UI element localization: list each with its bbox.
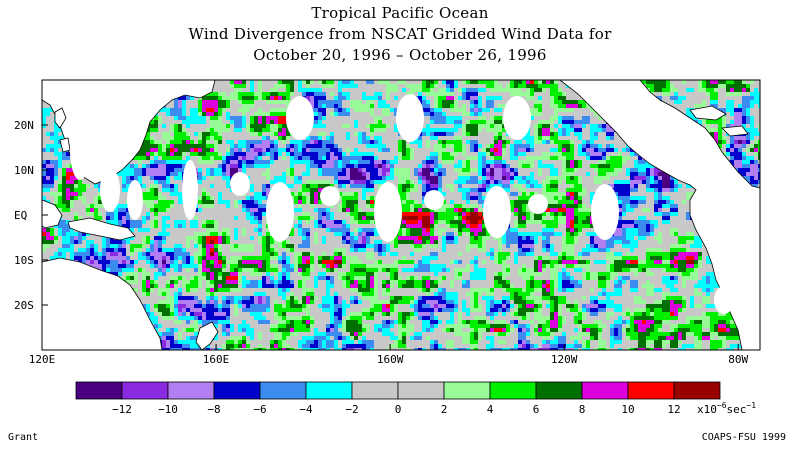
land-indonesia [42,199,136,241]
lon-tick-label: 160W [377,353,404,366]
data-gap [266,182,294,242]
land-australia [42,257,163,350]
colorbar-swatch [75,381,123,400]
colorbar-swatch [259,381,307,400]
colorbar-swatch [627,381,675,400]
colorbar-swatch [305,381,353,400]
lon-tick-label: 120W [551,353,578,366]
colorbar-tick-label: −2 [345,403,358,416]
colorbar-swatch [673,381,721,400]
lat-tick-label: 20N [14,119,34,132]
data-gap [714,286,734,314]
land-new-zealand [195,321,219,350]
colorbar-tick-label: 6 [533,403,540,416]
title-line-2: Wind Divergence from NSCAT Gridded Wind … [188,25,612,43]
colorbar-tick-label: 8 [579,403,586,416]
colorbar-tick-label: 2 [441,403,448,416]
colorbar-swatch [213,381,261,400]
data-gap [70,120,90,180]
data-gap [528,194,548,214]
colorbar-tick-label: −6 [253,403,266,416]
colorbar-swatch [351,381,399,400]
colorbar-tick-label: 12 [667,403,680,416]
data-gap [182,160,198,220]
footer-credit: COAPS-FSU 1999 [701,432,786,443]
colorbar-tick-label: −10 [158,403,178,416]
colorbar-swatch [443,381,491,400]
data-gap [100,168,120,212]
data-gap [483,186,511,238]
colorbar-swatch [535,381,583,400]
colorbar-tick-label: −8 [207,403,220,416]
land-caribbean [689,105,749,137]
lat-tick-label: 10N [14,164,34,177]
colorbar-swatch [581,381,629,400]
lon-tick-label: 160E [203,353,230,366]
data-gap [591,184,619,240]
longitude-labels: 120E 160E 160W 120W 80W [29,344,749,366]
lat-tick-label: 10S [14,254,34,267]
colorbar-tick-label: −4 [299,403,313,416]
data-gap [42,82,80,102]
data-gap [503,96,531,140]
data-gaps [42,82,734,314]
colorbar [75,381,721,400]
data-gap [374,182,402,242]
data-gap [396,94,424,142]
colorbar-swatch [121,381,169,400]
colorbar-tick-label: −12 [112,403,132,416]
colorbar-swatch [397,381,445,400]
colorbar-labels: −12 −10 −8 −6 −4 −2 0 2 4 6 8 10 12 [112,403,681,416]
map-title: Tropical Pacific Ocean Wind Divergence f… [0,3,800,66]
colorbar-swatch [167,381,215,400]
data-gap [286,96,314,140]
lat-tick-label: EQ [14,209,27,222]
data-gap [424,190,444,210]
colorbar-tick-label: 4 [487,403,494,416]
lon-tick-label: 120E [29,353,56,366]
lon-tick-label: 80W [728,353,748,366]
colorbar-tick-label: 10 [621,403,634,416]
data-gap [320,186,340,206]
lat-tick-label: 20S [14,299,34,312]
colorbar-tick-label: 0 [395,403,402,416]
title-line-1: Tropical Pacific Ocean [311,4,489,22]
colorbar-unit: x10−6sec−1 [697,401,756,416]
data-gap [230,172,250,196]
latitude-labels: 20N 10N EQ 10S 20S [14,119,48,312]
footer-author: Grant [8,432,39,443]
data-gap [127,180,143,220]
title-line-3: October 20, 1996 – October 26, 1996 [253,46,547,64]
colorbar-swatch [489,381,537,400]
